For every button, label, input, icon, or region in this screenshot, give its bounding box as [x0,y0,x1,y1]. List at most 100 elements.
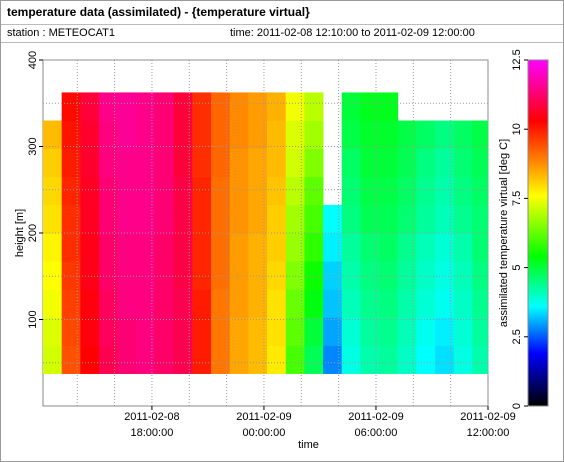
heat-cell [453,204,473,234]
x-tick-label: 2011-02-09 [348,411,403,423]
heat-cell [80,204,100,234]
heat-cell [43,289,63,318]
heat-cell [453,233,473,262]
heat-cell [136,176,156,206]
station: station : METEOCAT1 [7,27,115,39]
heat-cell [285,120,305,150]
heat-cell [211,148,231,178]
heat-cell [267,92,287,121]
heat-cell [248,233,268,262]
heat-cell [173,92,193,121]
heat-cell [341,120,361,150]
heat-cell [136,233,156,262]
heat-cell [435,176,455,206]
heat-cell [360,233,380,262]
heat-cell [155,317,175,346]
heat-cell [379,345,399,374]
heat-cell [248,345,268,374]
heat-cell [472,261,489,290]
heat-cell [99,317,119,346]
heat-cell [248,120,268,150]
heat-cell [453,317,473,346]
heat-cell [285,289,305,318]
heat-cell [229,148,249,178]
heat-cell [80,289,100,318]
heat-cell [80,120,100,150]
heat-cell [136,345,156,374]
heat-cell [453,120,473,150]
heat-cell [435,120,455,150]
heat-cell [453,176,473,206]
heat-cell [211,120,231,150]
heat-cell [99,289,119,318]
heat-cell [61,176,81,206]
heat-cell [117,317,137,346]
heat-cell [173,345,193,374]
heat-cell [379,204,399,234]
heat-cell [211,204,231,234]
heat-cell [117,261,137,290]
heat-cell [173,289,193,318]
heat-cell [155,345,175,374]
heat-cell [304,120,324,150]
heat-cell [453,261,473,290]
heat-cell [360,176,380,206]
heat-cell [304,233,324,262]
heat-cell [155,204,175,234]
heat-cell [341,261,361,290]
colorbar-tick-label: 10 [511,123,523,135]
heat-cell [285,204,305,234]
heat-cell [229,289,249,318]
heat-cell [155,120,175,150]
heat-cell [267,120,287,150]
heat-cell [304,317,324,346]
heat-cell [304,176,324,206]
heat-cell [61,233,81,262]
heat-cell [136,261,156,290]
heat-cell [61,120,81,150]
heat-cell [397,120,417,150]
heat-cell [99,148,119,178]
title: temperature data (assimilated) - {temper… [7,5,310,19]
heat-cell [61,261,81,290]
heat-cell [117,92,137,121]
heat-cell [285,261,305,290]
heat-cell [117,148,137,178]
heat-cell [435,289,455,318]
heat-cell [360,148,380,178]
heat-cell [61,317,81,346]
heat-cell [341,345,361,374]
heat-cell [341,148,361,178]
heat-cell [173,317,193,346]
heat-cell [136,317,156,346]
heat-cell [192,92,212,121]
heat-cell [285,317,305,346]
heat-cell [267,148,287,178]
heat-cell [211,317,231,346]
heat-cell [173,204,193,234]
heat-cell [435,261,455,290]
heat-cell [43,176,63,206]
heat-cell [136,148,156,178]
heat-cell [192,120,212,150]
heat-cell [211,289,231,318]
heat-cell [99,176,119,206]
x-tick-label: 2011-02-09 [236,411,291,423]
colorbar-tick-label: 5 [511,265,523,271]
heat-cell [43,148,63,178]
heat-cell [80,92,100,121]
heat-cell [229,345,249,374]
heat-cell [229,176,249,206]
heat-cell [211,345,231,374]
heat-cell [192,176,212,206]
heat-cell [379,120,399,150]
heat-cell [155,148,175,178]
heat-cell [435,345,455,374]
heat-cell [192,289,212,318]
colorbar-label: assimilated temperature virtual [deg C] [498,139,510,327]
heat-cell [285,176,305,206]
heat-cell [267,317,287,346]
heat-cell [248,317,268,346]
heat-cell [248,204,268,234]
